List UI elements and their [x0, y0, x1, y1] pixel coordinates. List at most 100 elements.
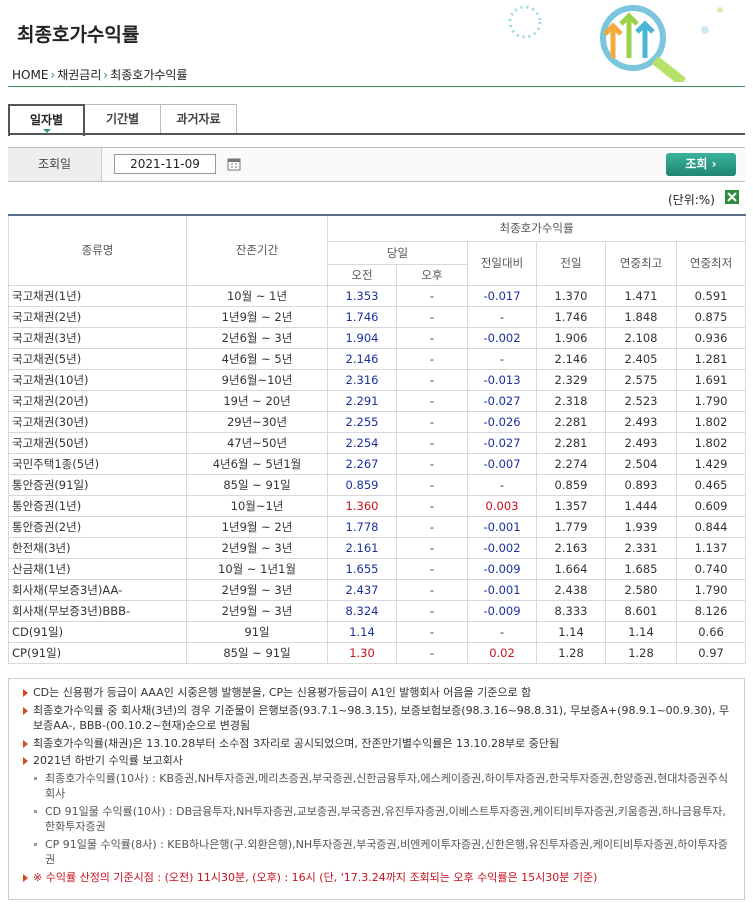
note-sub: 최종호가수익률(10사) : KB증권,NH투자증권,메리츠증권,부국증권,신한…: [23, 771, 734, 802]
table-cell: 1.746: [327, 305, 397, 328]
tabs: 일자별 기간별 과거자료: [8, 104, 237, 136]
table-cell: -: [396, 536, 468, 559]
table-cell: 0.66: [675, 620, 747, 643]
table-cell: 0.591: [675, 284, 747, 307]
table-cell: -0.002: [467, 326, 537, 349]
header-cell: 전일대비: [467, 240, 537, 286]
table-cell: 2.146: [327, 347, 397, 370]
table-cell: CD(91일): [8, 620, 187, 643]
table-cell: -: [396, 284, 468, 307]
table-cell: 1.28: [536, 641, 606, 664]
table-cell: -0.007: [467, 452, 537, 475]
table-cell: -: [396, 410, 468, 433]
table-cell: -: [396, 347, 468, 370]
table-cell: -0.027: [467, 431, 537, 454]
table-row: 통안증권(91일) 85일 ~ 91일 0.859- -0.859 0.893 0.465: [8, 473, 747, 496]
note-heading: 2021년 하반기 수익률 보고회사: [23, 753, 734, 769]
table-cell: 1.802: [675, 410, 747, 433]
breadcrumb-item[interactable]: 채권금리: [57, 68, 102, 82]
table-cell: 2년9월 ~ 3년: [186, 599, 328, 622]
table-row: 회사채(무보증3년)AA- 2년9월 ~ 3년 2.437- -0.001 2.438 2…: [8, 578, 747, 601]
table-cell: 47년~50년: [186, 431, 328, 454]
table-cell: 29년~30년: [186, 410, 328, 433]
table-cell: -: [467, 473, 537, 496]
table-row: CD(91일) 91일 1.14- -1.14 1.14 0.66: [8, 620, 747, 643]
calendar-icon[interactable]: [227, 157, 241, 171]
unit-label: (단위:%): [668, 193, 715, 207]
table-cell: -0.001: [467, 515, 537, 538]
date-input[interactable]: 2021-11-09: [114, 154, 216, 174]
table-cell: -: [396, 431, 468, 454]
table-cell: 2.146: [536, 347, 606, 370]
table-cell: 통안증권(2년): [8, 515, 187, 538]
table-row: 국고채권(50년) 47년~50년 2.254- -0.027 2.281 2.493 1.…: [8, 431, 747, 454]
header-cell: 전일: [536, 240, 606, 286]
table-cell: 0.875: [675, 305, 747, 328]
table-cell: 국고채권(3년): [8, 326, 187, 349]
table-cell: 10월 ~ 1년1월: [186, 557, 328, 580]
table-cell: 9년6월~10년: [186, 368, 328, 391]
table-cell: 2년9월 ~ 3년: [186, 536, 328, 559]
table-cell: 1.939: [605, 515, 677, 538]
table-cell: 통안증권(91일): [8, 473, 187, 496]
table-row: 회사채(무보증3년)BBB- 2년9월 ~ 3년 8.324- -0.009 8.333…: [8, 599, 747, 622]
table-cell: 2.254: [327, 431, 397, 454]
table-cell: -0.002: [467, 536, 537, 559]
header-cell: 연중최저: [675, 240, 747, 286]
table-cell: 1.28: [605, 641, 677, 664]
table-cell: -: [396, 557, 468, 580]
table-cell: -0.001: [467, 578, 537, 601]
excel-icon[interactable]: [724, 189, 740, 205]
table-cell: 1.30: [327, 641, 397, 664]
table-cell: -: [396, 326, 468, 349]
breadcrumb-item[interactable]: 최종호가수익률: [110, 68, 188, 82]
tab[interactable]: 일자별: [8, 104, 85, 136]
table-cell: 1.790: [675, 389, 747, 412]
table-cell: 2년9월 ~ 3년: [186, 578, 328, 601]
table-cell: 1.281: [675, 347, 747, 370]
table-cell: 2.437: [327, 578, 397, 601]
table-cell: 1.778: [327, 515, 397, 538]
table-cell: 1년9월 ~ 2년: [186, 305, 328, 328]
table-cell: 국고채권(5년): [8, 347, 187, 370]
tab[interactable]: 기간별: [84, 104, 161, 134]
search-button[interactable]: 조회 ›: [666, 153, 736, 176]
table-cell: 1.429: [675, 452, 747, 475]
table-cell: 4년6월 ~ 5년: [186, 347, 328, 370]
search-label: 조회일: [8, 148, 102, 181]
header-illustration: [508, 5, 723, 82]
table-cell: 0.02: [467, 641, 537, 664]
table-cell: 1.360: [327, 494, 397, 517]
table-cell: 2.316: [327, 368, 397, 391]
table-cell: 0.859: [327, 473, 397, 496]
table-cell: 1.779: [536, 515, 606, 538]
search-button-label[interactable]: 조회: [685, 157, 708, 171]
table-cell: 8.324: [327, 599, 397, 622]
table-cell: 1.370: [536, 284, 606, 307]
table-cell: -: [396, 389, 468, 412]
table-cell: 1.14: [536, 620, 606, 643]
table-row: 국고채권(10년) 9년6월~10년 2.316- -0.013 2.329 2.575 1…: [8, 368, 747, 391]
table-row: 국민주택1종(5년) 4년6월 ~ 5년1월 2.267- -0.007 2.274 2.…: [8, 452, 747, 475]
table-cell: 2.274: [536, 452, 606, 475]
search-bar: 조회일 2021-11-09 조회 ›: [8, 147, 745, 182]
note: 최종호가수익률 중 회사채(3년)의 경우 기준물이 은행보증(93.7.1~9…: [23, 703, 734, 734]
table-cell: 85일 ~ 91일: [186, 473, 328, 496]
table-cell: 2.493: [605, 431, 677, 454]
table-cell: -: [396, 494, 468, 517]
table-cell: 0.003: [467, 494, 537, 517]
table-row: 산금채(1년) 10월 ~ 1년1월 1.655- -0.009 1.664 1.685 0…: [8, 557, 747, 580]
tab[interactable]: 과거자료: [160, 104, 237, 134]
table-cell: -0.009: [467, 557, 537, 580]
table-row: 국고채권(1년) 10월 ~ 1년 1.353- -0.017 1.370 1.471 0.…: [8, 284, 747, 307]
header-cell: 최종호가수익률: [326, 214, 747, 242]
table-cell: 4년6월 ~ 5년1월: [186, 452, 328, 475]
note: CD는 신용평가 등급이 AAA인 시중은행 발행분을, CP는 신용평가등급이…: [23, 685, 734, 701]
table-cell: 1.444: [605, 494, 677, 517]
table-cell: 1.848: [605, 305, 677, 328]
table-cell: -0.009: [467, 599, 537, 622]
breadcrumb-item[interactable]: HOME: [12, 68, 49, 82]
table-cell: 1.664: [536, 557, 606, 580]
note-sub: CD 91일물 수익률(10사) : DB금융투자,NH투자증권,교보증권,부국…: [23, 804, 734, 835]
